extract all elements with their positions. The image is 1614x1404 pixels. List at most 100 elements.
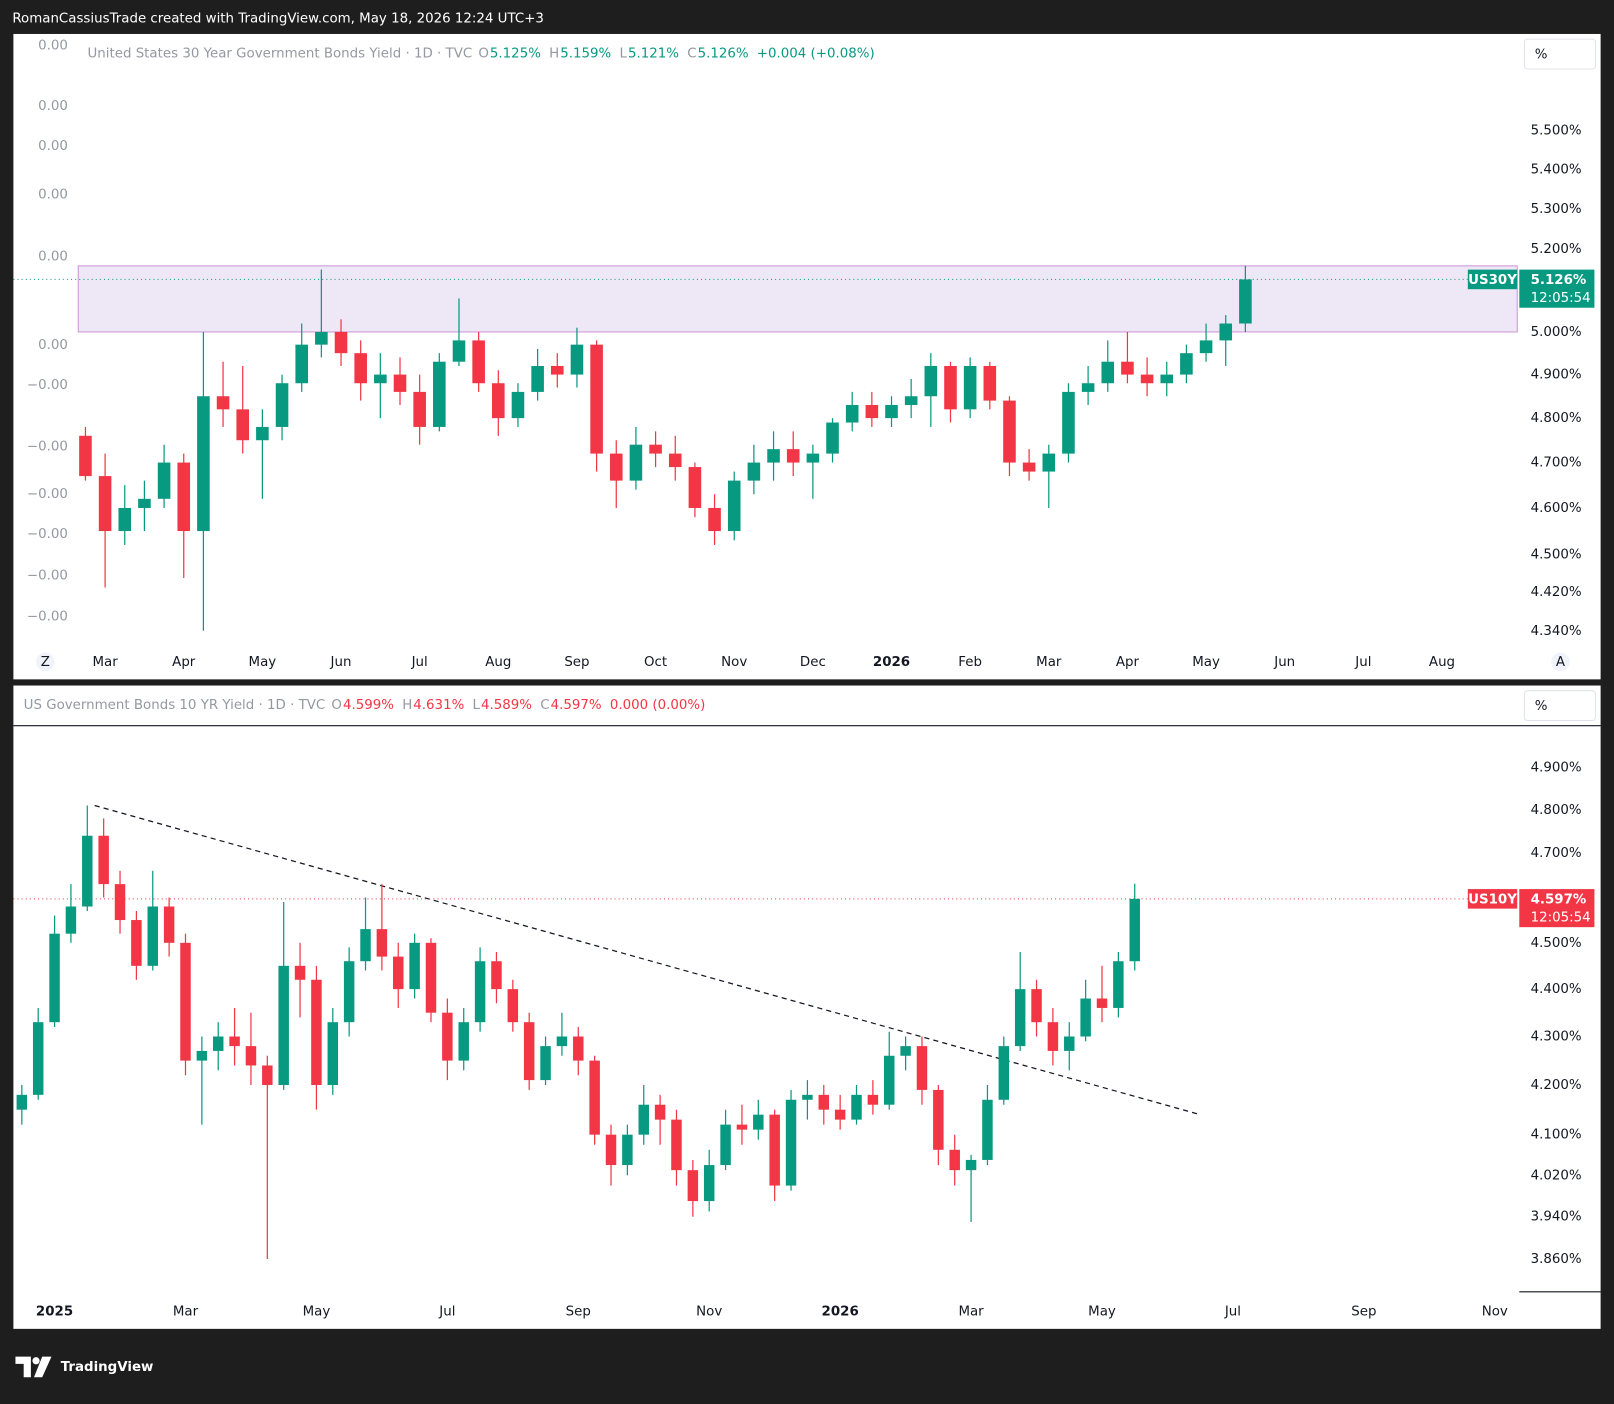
- scale-mode[interactable]: %: [1535, 699, 1548, 714]
- candle-body: [425, 942, 437, 1013]
- candle-body: [49, 933, 60, 1023]
- candle-body: [315, 331, 328, 345]
- candle-body: [157, 462, 171, 499]
- left-axis-label: −0.00: [27, 610, 68, 625]
- y-tick-label: 4.800%: [1531, 411, 1582, 426]
- candle-body: [605, 1134, 617, 1166]
- candle-body: [767, 449, 780, 463]
- candle-body: [393, 374, 407, 392]
- x-tick-label: Apr: [1116, 655, 1140, 670]
- countdown: 12:05:54: [1531, 291, 1591, 306]
- candle-body: [720, 1124, 731, 1166]
- candle-body: [589, 1060, 600, 1135]
- candle-body: [354, 353, 367, 384]
- symbol: US30Y: [1468, 273, 1517, 288]
- candle-body: [1042, 453, 1056, 472]
- x-tick-label: Nov: [1482, 1304, 1508, 1319]
- zoom-button[interactable]: Z: [41, 655, 50, 670]
- candle-body: [114, 884, 126, 921]
- y-tick-label: 5.400%: [1531, 162, 1582, 177]
- candle-body: [556, 1036, 568, 1047]
- legend-key: L: [473, 698, 481, 713]
- scale-button[interactable]: %: [1523, 38, 1596, 70]
- y-tick-label: 4.300%: [1531, 1030, 1582, 1045]
- x-tick-label: Dec: [800, 655, 826, 670]
- candle-body: [1062, 391, 1075, 454]
- candle-body: [472, 340, 485, 384]
- x-tick-label: Oct: [644, 655, 667, 670]
- candle-body: [904, 396, 918, 405]
- candle-body: [256, 426, 269, 441]
- legend-title: United States 30 Year Government Bonds Y…: [88, 47, 473, 62]
- x-tick-label: Jul: [1224, 1304, 1241, 1319]
- y-tick-label: 5.500%: [1531, 124, 1582, 139]
- candle-body: [98, 835, 109, 885]
- candle-body: [216, 396, 230, 410]
- candle-body: [769, 1114, 780, 1186]
- candle-body: [138, 498, 151, 508]
- candle-body: [851, 1094, 862, 1120]
- x-tick-label: Apr: [172, 655, 196, 670]
- candle-body: [376, 929, 388, 957]
- symbol: US10Y: [1468, 892, 1517, 907]
- candle-body: [867, 1094, 879, 1105]
- candle-body: [511, 391, 525, 419]
- candle-body: [458, 1022, 469, 1061]
- left-axis-label: −0.00: [27, 378, 68, 393]
- y-tick-label: 4.900%: [1531, 760, 1582, 775]
- candle-body: [196, 1050, 208, 1061]
- candle-body: [1160, 374, 1174, 384]
- candle-body: [649, 444, 662, 454]
- candle-body: [433, 361, 446, 427]
- zoom-button-bg[interactable]: [36, 652, 55, 672]
- candle-body: [147, 906, 158, 966]
- x-tick-label: 2025: [36, 1304, 73, 1319]
- candle-body: [295, 344, 308, 384]
- candle-body: [638, 1104, 649, 1135]
- left-axis-label: −0.00: [27, 487, 68, 502]
- brand-logo: [15, 1356, 52, 1378]
- candle-body: [212, 1036, 224, 1051]
- candle-body: [413, 391, 426, 427]
- auto-button[interactable]: A: [1556, 655, 1566, 670]
- candle-body: [452, 340, 466, 362]
- logo-shape: [33, 1356, 52, 1378]
- x-tick-label: Mar: [173, 1304, 199, 1319]
- y-tick-label: 4.420%: [1531, 585, 1582, 600]
- candle-body: [708, 507, 721, 532]
- x-tick-label: Jul: [438, 1304, 455, 1319]
- candle-body: [826, 422, 839, 454]
- x-tick-label: May: [303, 1304, 331, 1319]
- x-tick-label: Aug: [485, 655, 511, 670]
- legend-value: 5.126%: [698, 47, 749, 62]
- y-tick-label: 4.100%: [1531, 1128, 1582, 1143]
- scale-button-box[interactable]: [1523, 690, 1596, 722]
- left-axis-label: −0.00: [27, 440, 68, 455]
- logo-dot: [32, 1357, 40, 1365]
- candle-body: [806, 453, 820, 463]
- y-tick-label: 4.900%: [1531, 368, 1582, 383]
- candle-body: [654, 1104, 666, 1120]
- candle-body: [944, 365, 957, 410]
- scale-button-box[interactable]: [1523, 38, 1596, 70]
- auto-button-bg[interactable]: [1551, 652, 1570, 672]
- candle-body: [1113, 961, 1124, 1008]
- legend-value: 5.125%: [490, 47, 541, 62]
- candle-body: [118, 507, 132, 532]
- scale-mode[interactable]: %: [1535, 48, 1548, 63]
- legend-title: US Government Bonds 10 YR Yield · 1D · T…: [24, 698, 326, 713]
- candle-body: [818, 1094, 830, 1110]
- x-tick-label: Aug: [1429, 655, 1455, 670]
- legend-value: 4.589%: [481, 698, 532, 713]
- candle-body: [786, 449, 800, 463]
- legend-value: 4.597%: [551, 698, 602, 713]
- candle-body: [1199, 340, 1213, 354]
- candle-body: [1003, 400, 1016, 463]
- candle-body: [523, 1022, 535, 1081]
- x-tick-label: Jul: [411, 655, 428, 670]
- candle-body: [442, 1012, 453, 1061]
- price-label: 4.597%: [1531, 892, 1587, 907]
- logo-shape: [15, 1356, 31, 1378]
- candle-body: [845, 404, 859, 423]
- scale-button[interactable]: %: [1523, 690, 1596, 722]
